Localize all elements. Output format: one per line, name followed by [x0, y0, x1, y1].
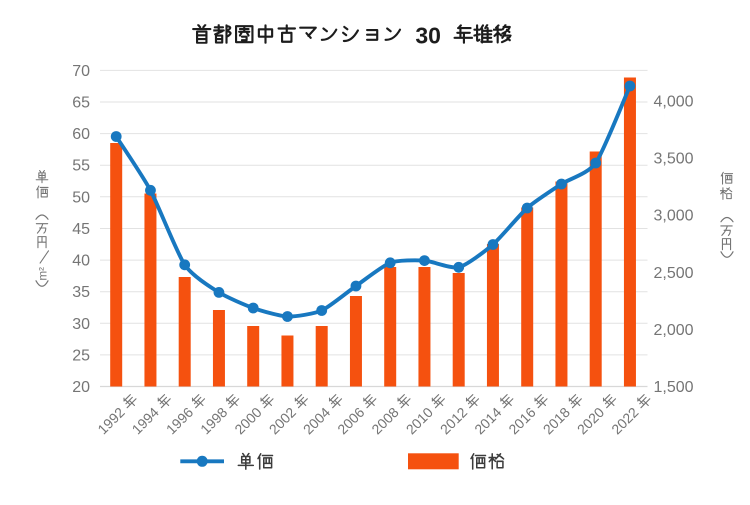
- svg-text:30: 30: [72, 316, 90, 333]
- svg-text:2022: 2022: [608, 404, 641, 437]
- svg-text:2006: 2006: [334, 404, 367, 437]
- svg-text:m²: m²: [38, 267, 50, 281]
- svg-text:1996: 1996: [163, 404, 196, 437]
- svg-text:55: 55: [72, 158, 90, 175]
- svg-text:2008: 2008: [368, 404, 401, 437]
- svg-text:1992: 1992: [94, 404, 127, 437]
- svg-text:65: 65: [72, 95, 90, 112]
- svg-text:1998: 1998: [197, 404, 230, 437]
- svg-text:45: 45: [72, 221, 90, 238]
- svg-text:60: 60: [72, 126, 90, 143]
- svg-text:2014: 2014: [471, 404, 504, 437]
- svg-text:2018: 2018: [540, 404, 573, 437]
- svg-text:2,500: 2,500: [654, 265, 694, 282]
- svg-text:70: 70: [72, 63, 90, 80]
- svg-text:25: 25: [72, 347, 90, 364]
- svg-text:2016: 2016: [505, 404, 538, 437]
- svg-text:4,000: 4,000: [654, 94, 694, 111]
- svg-text:2020: 2020: [574, 404, 607, 437]
- svg-text:2010: 2010: [403, 404, 436, 437]
- svg-text:1994: 1994: [129, 404, 162, 437]
- svg-text:2012: 2012: [437, 404, 470, 437]
- svg-text:1,500: 1,500: [654, 379, 694, 396]
- svg-text:3,500: 3,500: [654, 151, 694, 168]
- svg-text:40: 40: [72, 253, 90, 270]
- svg-text:35: 35: [72, 284, 90, 301]
- svg-text:2002: 2002: [266, 404, 299, 437]
- svg-text:50: 50: [72, 189, 90, 206]
- svg-text:2,000: 2,000: [654, 322, 694, 339]
- svg-text:30: 30: [415, 22, 441, 48]
- svg-text:20: 20: [72, 379, 90, 396]
- svg-text:3,000: 3,000: [654, 208, 694, 225]
- svg-text:2000: 2000: [231, 404, 264, 437]
- svg-text:2004: 2004: [300, 404, 333, 437]
